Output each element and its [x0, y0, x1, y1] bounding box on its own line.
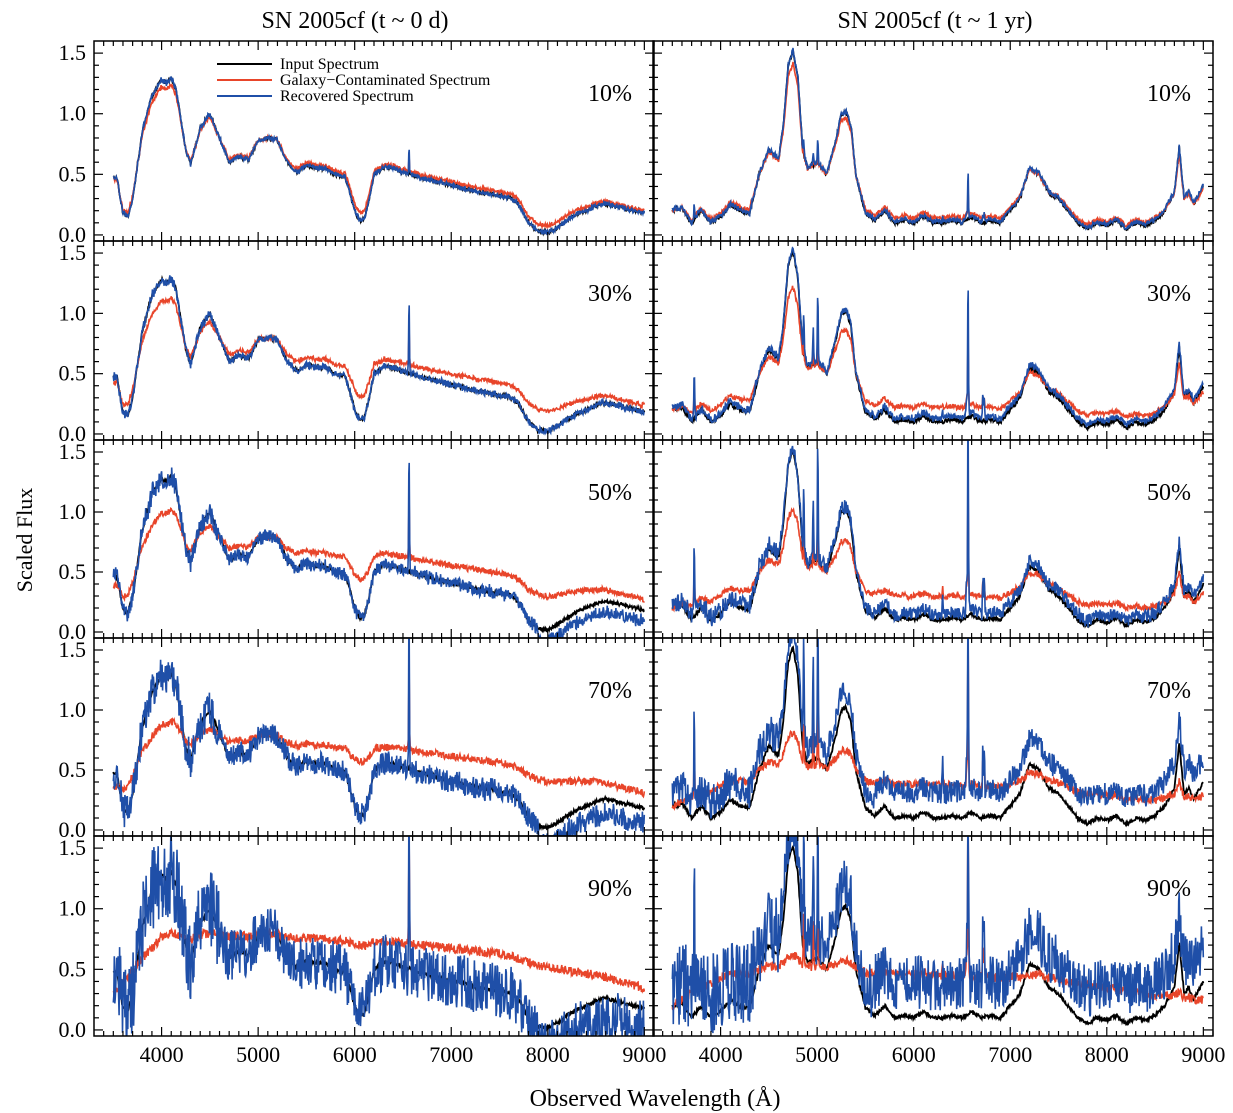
column-title-early: SN 2005cf (t ~ 0 d) [262, 8, 449, 34]
y-tick-label: 0.0 [59, 421, 87, 446]
series-recovered-spectrum [671, 836, 1205, 1034]
series-contaminated-spectrum [112, 83, 645, 230]
y-tick-label: 0.0 [59, 619, 87, 644]
y-tick-label: 1.5 [59, 40, 87, 65]
panel-late-70pct: 70% [652, 637, 1214, 837]
x-tick-label: 5000 [795, 1042, 839, 1067]
contamination-label: 70% [588, 678, 632, 704]
panel-frame [93, 439, 655, 639]
x-tick-label: 6000 [892, 1042, 936, 1067]
y-tick-label: 1.0 [59, 101, 87, 126]
y-tick-label: 0.5 [59, 956, 87, 981]
series-group [112, 836, 646, 1036]
panel-frame [652, 240, 1214, 441]
y-tick-label: 0.5 [59, 757, 87, 782]
x-tick-label: 8000 [526, 1042, 570, 1067]
legend: Input Spectrum Galaxy−Contaminated Spect… [217, 56, 491, 105]
panel-early-10pct: 0.0 0.5 1.0 1.5 10% [59, 40, 655, 247]
series-recovered-spectrum [112, 836, 645, 1036]
x-tick-label: 4000 [140, 1042, 184, 1067]
series-group [112, 274, 646, 436]
panel-early-30pct: 0.0 0.5 1.0 1.5 30% [59, 240, 655, 446]
series-contaminated-spectrum [671, 647, 1205, 811]
panel-late-10pct: 10% [652, 40, 1214, 242]
y-tick-label: 1.0 [59, 697, 87, 722]
y-tick-label: 1.0 [59, 896, 87, 921]
panel-early-50pct: 0.0 0.5 1.0 1.5 50% [59, 439, 655, 644]
series-recovered-spectrum [112, 275, 646, 436]
series-group [112, 462, 646, 638]
contamination-label: 70% [1147, 678, 1191, 704]
y-tick-label: 0.0 [59, 222, 87, 247]
contamination-label: 90% [1147, 876, 1191, 902]
panel-late-30pct: 30% [652, 240, 1214, 441]
series-recovered-spectrum [671, 440, 1205, 628]
y-tick-label: 1.5 [59, 439, 87, 464]
contamination-label: 30% [588, 281, 632, 307]
contamination-label: 30% [1147, 281, 1191, 307]
contamination-label: 90% [588, 876, 632, 902]
series-recovered-spectrum [671, 638, 1205, 819]
panel-frame [93, 637, 655, 837]
x-tick-label: 9000 [622, 1042, 666, 1067]
y-axis-label: Scaled Flux [12, 488, 37, 593]
series-contaminated-spectrum [113, 296, 646, 414]
contamination-label: 50% [588, 480, 632, 506]
y-tick-label: 1.5 [59, 637, 87, 662]
series-contaminated-spectrum [671, 285, 1205, 421]
contamination-label: 10% [1147, 81, 1191, 107]
series-recovered-spectrum [112, 75, 646, 236]
panel-frame [93, 240, 655, 441]
panel-late-50pct: 50% [652, 439, 1214, 639]
series-group [671, 47, 1205, 232]
x-tick-label: 7000 [429, 1042, 473, 1067]
series-recovered-spectrum [671, 246, 1204, 428]
panel-frame [652, 637, 1214, 837]
series-group [671, 246, 1205, 432]
contamination-label: 50% [1147, 480, 1191, 506]
panel-early-90pct: 0.0 0.5 1.0 1.5 4000 5000 6000 7000 8000 9000 90% [59, 835, 667, 1067]
x-tick-label: 9000 [1181, 1042, 1225, 1067]
series-input-spectrum [671, 449, 1205, 629]
series-group [671, 440, 1205, 629]
series-group [112, 75, 646, 237]
x-tick-label: 6000 [333, 1042, 377, 1067]
y-tick-label: 0.5 [59, 161, 87, 186]
x-tick-label: 5000 [236, 1042, 280, 1067]
series-group [671, 836, 1205, 1034]
y-tick-label: 1.0 [59, 499, 87, 524]
series-recovered-spectrum [112, 638, 646, 836]
y-tick-label: 0.5 [59, 559, 87, 584]
y-tick-label: 1.5 [59, 240, 87, 265]
series-group [112, 638, 646, 836]
y-tick-label: 1.5 [59, 835, 87, 860]
series-group [671, 638, 1205, 828]
legend-label-input: Input Spectrum [280, 56, 380, 73]
legend-label-contaminated: Galaxy−Contaminated Spectrum [280, 72, 491, 89]
panel-early-70pct: 0.0 0.5 1.0 1.5 70% [59, 637, 655, 842]
series-contaminated-spectrum [112, 849, 646, 996]
legend-label-recovered: Recovered Spectrum [280, 88, 414, 105]
x-tick-label: 4000 [699, 1042, 743, 1067]
panel-late-90pct: 4000 5000 6000 7000 8000 9000 90% [652, 835, 1225, 1067]
x-axis-label: Observed Wavelength (Å) [530, 1086, 781, 1112]
y-tick-label: 0.0 [59, 817, 87, 842]
panel-grid: 0.0 0.5 1.0 1.5 10% 0.0 0.5 1.0 1.5 30% 0.0 0.5 1.0 1… [59, 40, 1226, 1067]
contamination-label: 10% [588, 81, 632, 107]
series-recovered-spectrum [112, 462, 646, 638]
y-tick-label: 1.0 [59, 300, 87, 325]
column-title-late: SN 2005cf (t ~ 1 yr) [838, 8, 1033, 34]
series-contaminated-spectrum [112, 504, 645, 603]
y-tick-label: 0.0 [59, 1017, 87, 1042]
series-recovered-spectrum [671, 47, 1205, 231]
y-tick-label: 0.5 [59, 361, 87, 386]
x-tick-label: 8000 [1085, 1042, 1129, 1067]
x-tick-label: 7000 [988, 1042, 1032, 1067]
